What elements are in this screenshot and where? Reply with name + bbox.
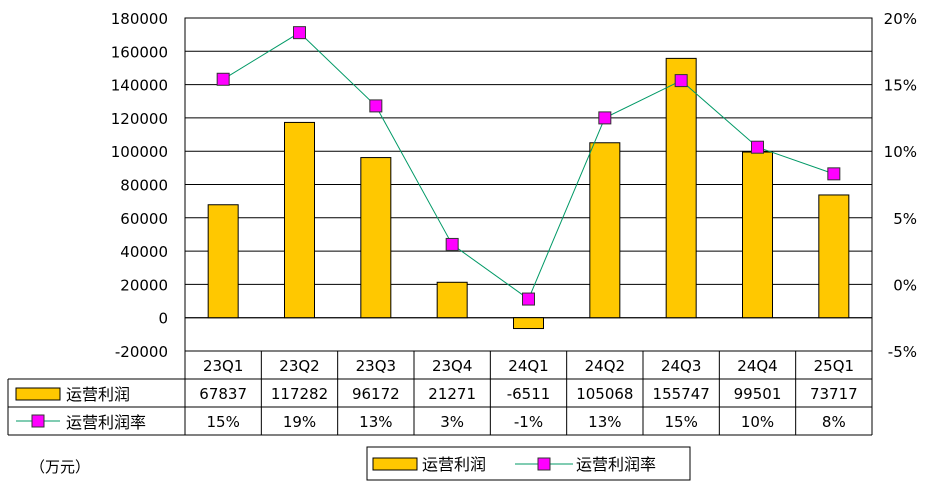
table-cell-value: 73717 [810,385,858,403]
table-cell-value: 10% [741,413,774,431]
line-point [293,26,306,40]
line-point [216,72,230,86]
table-cell-value: 99501 [734,385,782,403]
bars [207,57,850,330]
x-tick-label: 24Q3 [661,357,701,375]
table-key-marker [31,414,45,428]
table-cell-value: 15% [206,413,239,431]
legend-bar-swatch [372,457,418,471]
y-tick-label: 60000 [120,210,168,228]
y-tick-label: 80000 [120,177,168,195]
x-tick-label: 23Q4 [432,357,472,375]
legend-label: 运营利润率 [576,455,656,474]
x-tick-label: 23Q3 [356,357,396,375]
x-tick-label: 24Q1 [508,357,548,375]
line-point [598,111,612,125]
table-cell-value: 67837 [199,385,247,403]
y-tick-label: 40000 [120,243,168,261]
line-point [827,167,841,181]
table-cell-value: 13% [359,413,392,431]
y2-axis-ticks: -5% 0% 5% 10% 15% 20% [884,10,917,361]
x-tick-label: 23Q2 [279,357,319,375]
y-tick-label: 100000 [111,143,168,161]
table-cell-value: 96172 [352,385,400,403]
y2-tick-label: 5% [893,210,917,228]
line-point [369,99,383,113]
table-row-label: 运营利润率 [66,413,146,432]
bar [513,317,544,330]
legend-marker-swatch [537,457,551,471]
bar [436,281,468,319]
table-cell-value: 117282 [271,385,328,403]
x-tick-label: 24Q4 [737,357,777,375]
y2-tick-label: 15% [884,77,917,95]
table-cell-value: 155747 [653,385,710,403]
line-point [674,74,688,88]
table-cell-value: 19% [283,413,316,431]
legend: 运营利润 运营利润率 [366,446,691,481]
table-cell-value: 13% [588,413,621,431]
table-cell-value: -6511 [507,385,551,403]
bar [818,194,850,319]
y-tick-label: -20000 [115,343,168,361]
bar [742,151,773,319]
bar [360,157,392,319]
line-point [522,292,535,306]
y-tick-label: 180000 [111,10,168,28]
bar [665,57,697,319]
table-row-label: 运营利润 [66,385,130,404]
table-key-bar [15,387,61,401]
line-point [445,237,459,251]
y-axis-ticks: -20000 0 20000 40000 60000 80000 100000 120000 1… [111,10,168,361]
x-tick-label: 24Q2 [585,357,625,375]
y-tick-label: 140000 [111,77,168,95]
table-cell-value: 3% [440,413,464,431]
legend-label: 运营利润 [422,455,486,474]
table-cell-value: 105068 [576,385,633,403]
y-tick-label: 120000 [111,110,168,128]
x-tick-label: 25Q1 [814,357,854,375]
unit-note: （万元） [30,458,90,476]
y2-tick-label: 0% [893,276,917,294]
table-cell-value: -1% [514,413,543,431]
legend-box [366,446,691,481]
y2-tick-label: -5% [888,343,917,361]
bar [207,204,239,319]
line-point [751,140,764,154]
margin-line [216,26,841,306]
table-cell-value: 8% [822,413,846,431]
bar [589,142,621,319]
x-tick-label: 23Q1 [203,357,243,375]
y2-tick-label: 10% [884,143,917,161]
data-table: 23Q1 67837 15% 23Q2 117282 19% 23Q3 96172 13% 23Q… [7,351,873,436]
y-tick-label: 160000 [111,43,168,61]
y-tick-label: 20000 [120,276,168,294]
table-cell-value: 21271 [428,385,476,403]
y2-tick-label: 20% [884,10,917,28]
table-cell-value: 15% [664,413,697,431]
bar [284,121,315,319]
y-tick-label: 0 [158,310,168,328]
